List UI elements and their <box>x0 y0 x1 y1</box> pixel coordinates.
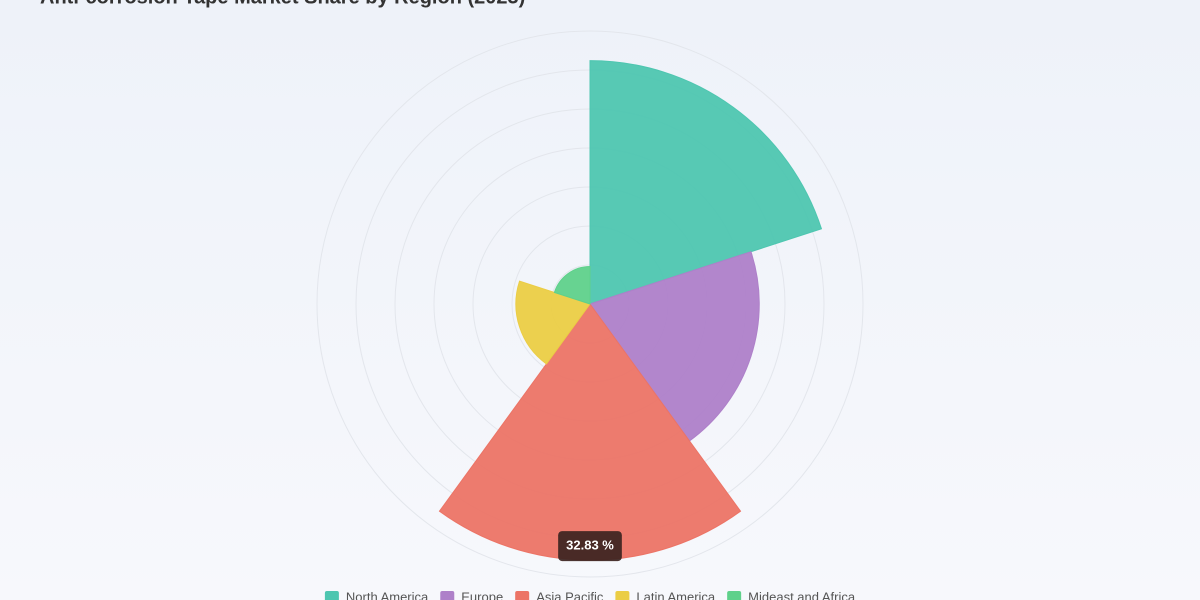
legend-label: Latin America <box>636 589 716 600</box>
legend-swatch <box>615 591 630 600</box>
legend-item: North America <box>324 589 429 600</box>
legend-item: Europe <box>440 589 503 600</box>
legend-swatch <box>515 591 530 600</box>
legend-label: North America <box>346 589 429 600</box>
legend-label: Asia Pacific <box>536 589 604 600</box>
legend-item: Mideast and Africa <box>727 589 856 600</box>
tooltip-text: 32.83 % <box>566 538 614 553</box>
segment <box>589 251 760 442</box>
segment <box>589 60 823 305</box>
segment <box>515 280 591 365</box>
legend-swatch <box>727 591 742 600</box>
tooltip-box <box>558 531 622 562</box>
legend-label: Mideast and Africa <box>748 589 856 600</box>
grid-ring <box>316 30 864 578</box>
legend-item: Asia Pacific <box>515 589 604 600</box>
tooltip: 32.83 % <box>558 531 622 562</box>
legend-label: Europe <box>461 589 503 600</box>
chart-title: Anti-corrosion Tape Market Share by Regi… <box>40 0 525 8</box>
legend-swatch <box>324 591 339 600</box>
legend-item: Latin America <box>615 589 716 600</box>
legend-swatch <box>440 591 455 600</box>
segment <box>553 266 591 305</box>
